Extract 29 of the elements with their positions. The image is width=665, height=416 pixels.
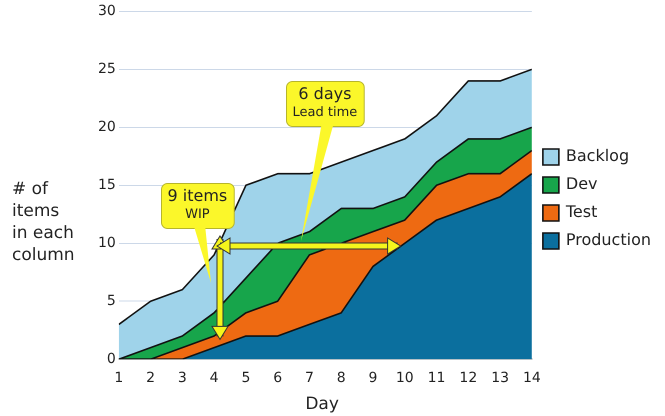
y-tick-label: 15 [98,176,116,193]
x-tick-label: 14 [522,370,541,386]
x-tick-label: 3 [178,370,187,386]
x-tick-label: 1 [114,370,124,386]
y-tick-label: 10 [98,234,116,251]
x-tick-label: 13 [491,370,510,386]
x-tick-label: 12 [459,370,478,386]
x-tick-label: 2 [146,370,156,386]
x-tick-label: 4 [210,370,219,386]
x-tick-label: 6 [273,370,282,386]
y-tick-label: 25 [98,61,116,78]
y-tick-label: 30 [98,3,116,20]
x-tick-label: 11 [428,370,446,386]
x-tick-label: 7 [304,370,314,386]
y-tick-label: 0 [106,350,116,367]
x-tick-label: 5 [241,370,250,386]
annotation: 9 items WIP [166,186,228,224]
legend-label: Backlog [566,146,630,166]
y-axis-title: # of items in each column [12,178,75,266]
x-tick-label: 10 [396,370,414,386]
y-tick-label: 20 [98,118,116,135]
legend-label: Test [564,202,598,222]
legend-label: Production [566,230,651,250]
x-tick-label: 9 [368,370,378,386]
y-tick-label: 5 [106,292,116,309]
annotation: 6 days Lead time [292,84,358,122]
x-axis-title: Day [305,394,339,414]
x-tick-label: 8 [336,370,346,386]
legend-label: Dev [566,174,598,194]
